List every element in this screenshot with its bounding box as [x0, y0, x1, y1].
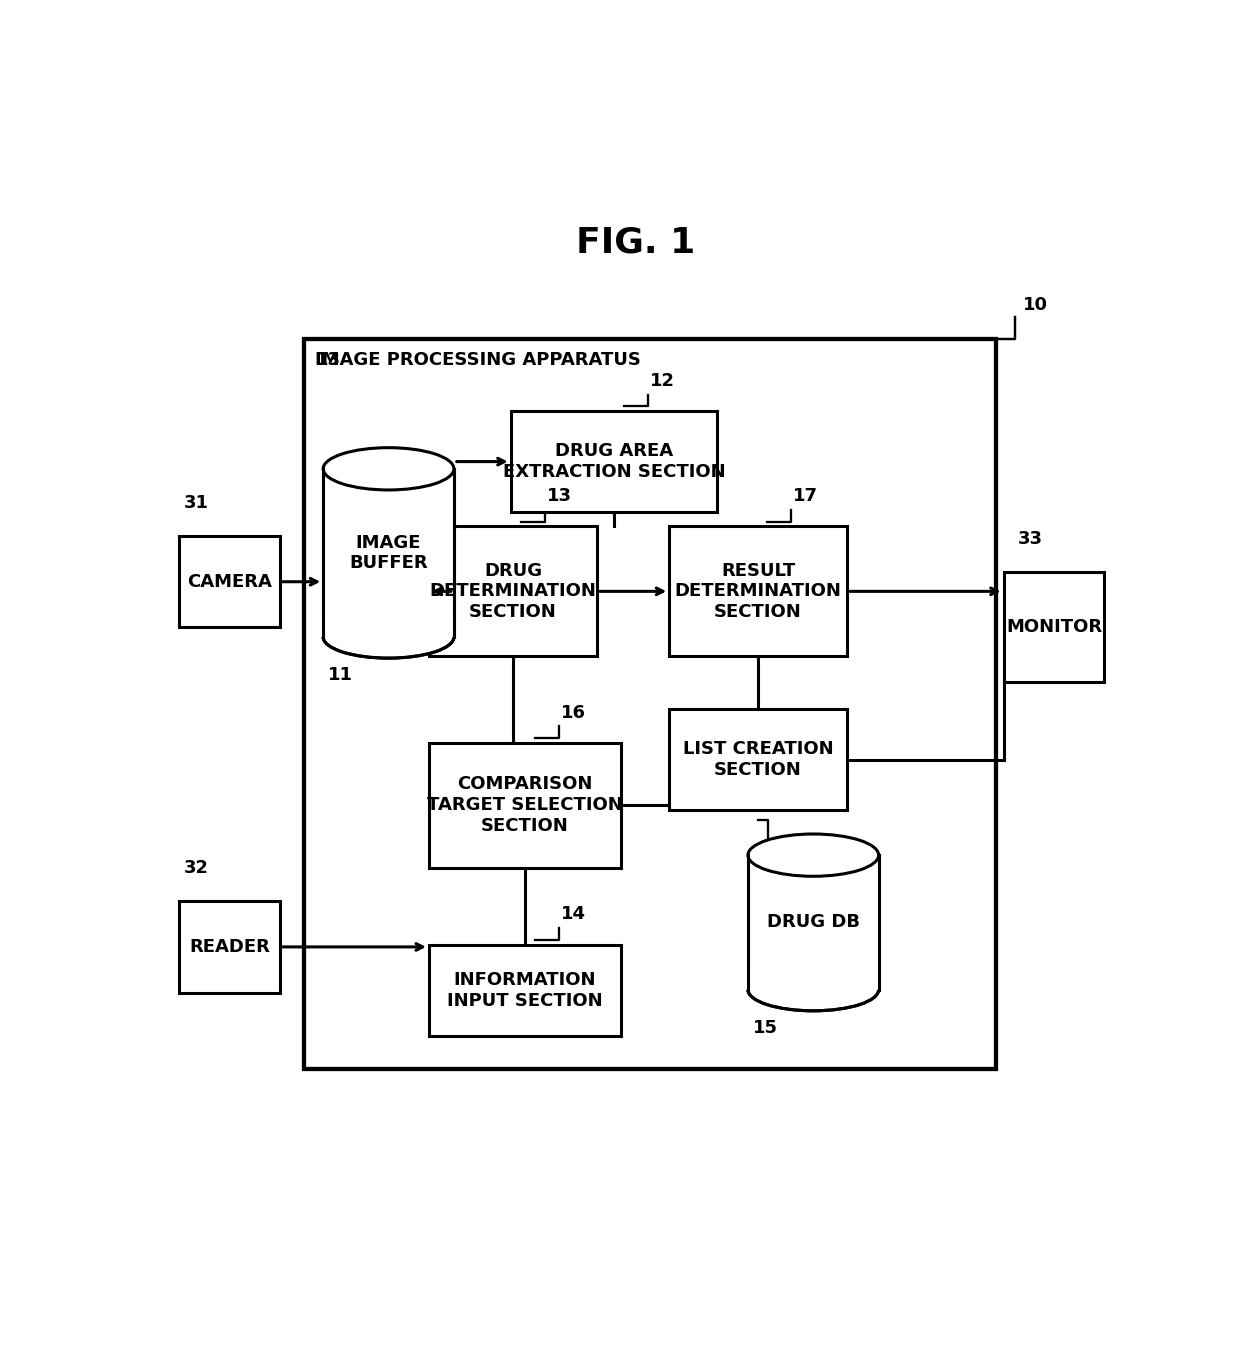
Text: 12: 12 — [650, 372, 675, 391]
Text: FIG. 1: FIG. 1 — [575, 226, 696, 260]
Text: DRUG AREA
EXTRACTION SECTION: DRUG AREA EXTRACTION SECTION — [502, 442, 725, 481]
Text: MONITOR: MONITOR — [1006, 618, 1102, 636]
Bar — [746, 967, 880, 990]
Ellipse shape — [748, 968, 879, 1010]
Text: COMPARISON
TARGET SELECTION
SECTION: COMPARISON TARGET SELECTION SECTION — [427, 776, 622, 835]
Text: RESULT
DETERMINATION
SECTION: RESULT DETERMINATION SECTION — [675, 562, 842, 621]
Bar — [179, 536, 280, 628]
Bar — [670, 709, 847, 810]
Text: READER: READER — [188, 938, 270, 956]
Text: 18: 18 — [773, 853, 797, 872]
Text: DRUG DB: DRUG DB — [766, 913, 859, 931]
Text: INFORMATION
INPUT SECTION: INFORMATION INPUT SECTION — [448, 971, 603, 1009]
Text: 10: 10 — [1023, 296, 1048, 314]
Bar — [179, 901, 280, 993]
Text: CAMERA: CAMERA — [187, 572, 272, 591]
Bar — [429, 527, 596, 656]
Bar — [1003, 571, 1105, 682]
Text: 16: 16 — [560, 703, 585, 722]
Text: 11: 11 — [327, 665, 353, 684]
Text: 15: 15 — [753, 1018, 777, 1036]
Bar — [429, 742, 621, 867]
Ellipse shape — [324, 616, 454, 659]
Ellipse shape — [324, 447, 454, 490]
Ellipse shape — [748, 834, 879, 877]
Text: DRUG
DETERMINATION
SECTION: DRUG DETERMINATION SECTION — [429, 562, 596, 621]
Text: 33: 33 — [1018, 529, 1043, 548]
Text: IMAGE
BUFFER: IMAGE BUFFER — [350, 533, 428, 572]
Text: 14: 14 — [560, 905, 585, 923]
Text: 32: 32 — [184, 859, 208, 877]
Bar — [324, 469, 454, 637]
Bar — [748, 855, 879, 990]
Bar — [304, 339, 996, 1070]
Text: 13: 13 — [315, 352, 341, 369]
Text: LIST CREATION
SECTION: LIST CREATION SECTION — [683, 740, 833, 779]
Bar — [429, 944, 621, 1036]
Bar — [321, 614, 456, 637]
Text: IMAGE PROCESSING APPARATUS: IMAGE PROCESSING APPARATUS — [315, 352, 641, 369]
Text: 31: 31 — [184, 494, 208, 512]
Bar — [670, 527, 847, 656]
Bar — [511, 411, 717, 512]
Text: 17: 17 — [792, 488, 818, 505]
Text: 13: 13 — [547, 488, 573, 505]
